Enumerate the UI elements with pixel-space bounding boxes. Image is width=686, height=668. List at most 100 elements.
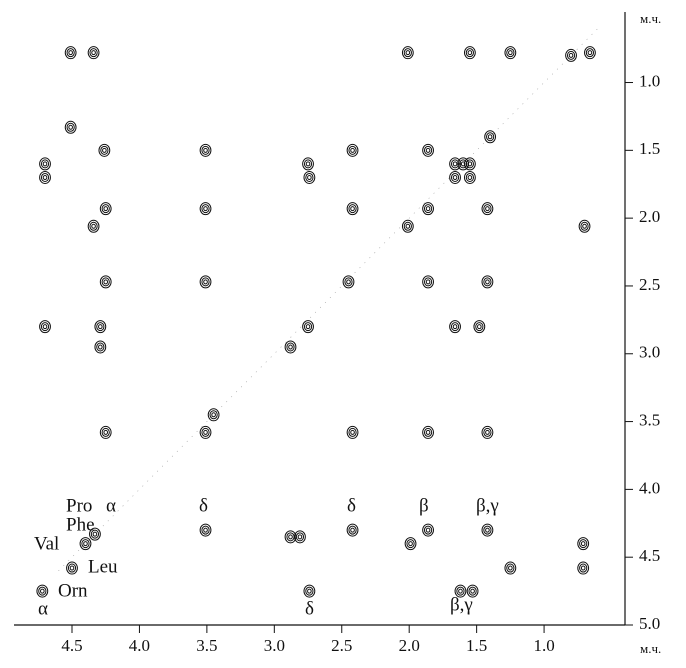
contour-ring [579, 539, 588, 549]
contour-ring [504, 561, 517, 575]
contour-ring [68, 50, 73, 56]
contour-ring [422, 523, 434, 537]
contour-ring [305, 586, 314, 596]
contour-ring [64, 120, 77, 134]
cross-peak [302, 157, 314, 171]
contour-ring [203, 429, 208, 435]
contour-ring [506, 563, 515, 573]
contour-ring [94, 340, 107, 354]
cross-peak [584, 46, 596, 60]
contour-ring [89, 527, 101, 541]
cross-peak [401, 46, 414, 60]
contour-ring [422, 425, 434, 439]
contour-ring [350, 147, 355, 153]
y-tick-label: 1.0 [639, 71, 660, 90]
contour-ring [450, 322, 460, 332]
contour-ring [422, 275, 434, 289]
contour-ring [473, 320, 486, 334]
contour-ring [456, 586, 465, 596]
contour-ring [303, 159, 313, 169]
contour-ring [477, 324, 482, 330]
contour-ring [90, 529, 100, 539]
cross-peak [39, 157, 51, 171]
contour-ring [100, 145, 109, 155]
contour-ring [580, 565, 586, 571]
contour-ring [68, 124, 73, 130]
contour-ring [425, 147, 431, 153]
contour-ring [465, 159, 474, 169]
contour-ring [36, 584, 49, 598]
cross-peak [449, 157, 461, 171]
contour-ring [580, 541, 586, 547]
cross-peak [449, 170, 461, 184]
annotation: Leu [88, 556, 118, 577]
contour-ring [87, 46, 100, 60]
cross-peak [463, 170, 476, 184]
contour-ring [485, 279, 490, 285]
contour-ring [403, 221, 412, 231]
contour-ring [342, 275, 355, 289]
cross-peak [99, 425, 112, 439]
contour-ring [425, 279, 431, 285]
cross-peak [87, 46, 100, 60]
contour-ring [481, 425, 494, 439]
contour-ring [348, 427, 357, 437]
contour-ring [94, 320, 107, 334]
cross-peak [457, 157, 470, 171]
contour-ring [423, 145, 433, 155]
contour-ring [346, 425, 359, 439]
cross-peak [89, 527, 101, 541]
contour-ring [38, 586, 47, 596]
contour-ring [99, 425, 112, 439]
contour-ring [305, 172, 314, 182]
cross-peak [401, 219, 414, 233]
contour-ring [303, 322, 313, 332]
contour-ring [423, 204, 433, 214]
contour-ring [81, 539, 90, 549]
cross-peak [577, 561, 590, 575]
contour-ring [203, 279, 208, 285]
annotation: Phe [66, 514, 95, 535]
contour-ring [297, 534, 303, 540]
cross-peak [79, 537, 92, 551]
contour-ring [580, 221, 589, 231]
contour-ring [207, 408, 220, 422]
contour-ring [584, 46, 596, 60]
contour-ring [449, 320, 461, 334]
cross-peak [294, 530, 306, 544]
cross-peak [39, 320, 51, 334]
contour-ring [103, 429, 109, 435]
contour-ring [295, 532, 305, 542]
cross-peak [207, 408, 220, 422]
cross-peak [199, 275, 212, 289]
cross-peak [199, 425, 212, 439]
contour-ring [64, 46, 77, 60]
contour-ring [467, 50, 473, 56]
contour-ring [199, 202, 212, 216]
cross-peak [504, 46, 517, 60]
contour-ring [568, 52, 574, 58]
contour-ring [42, 174, 48, 180]
contour-ring [201, 145, 210, 155]
contour-ring [98, 143, 111, 157]
contour-ring [465, 172, 474, 182]
contour-ring [566, 50, 576, 60]
contour-ring [39, 157, 51, 171]
annotation: Orn [58, 580, 88, 601]
contour-ring [79, 537, 92, 551]
cross-peak [404, 537, 417, 551]
contour-ring [508, 50, 513, 56]
contour-ring [348, 525, 357, 535]
contour-ring [201, 427, 210, 437]
cross-peak [36, 584, 49, 598]
y-tick-label: 2.0 [639, 207, 660, 226]
annotation: α [106, 495, 116, 516]
contour-ring [452, 324, 458, 330]
contour-ring [201, 204, 210, 214]
contour-ring [305, 161, 311, 167]
contour-ring [346, 523, 359, 537]
cross-peak [346, 425, 359, 439]
contour-ring [66, 561, 78, 575]
contour-ring [66, 122, 75, 132]
contour-ring [470, 588, 475, 594]
